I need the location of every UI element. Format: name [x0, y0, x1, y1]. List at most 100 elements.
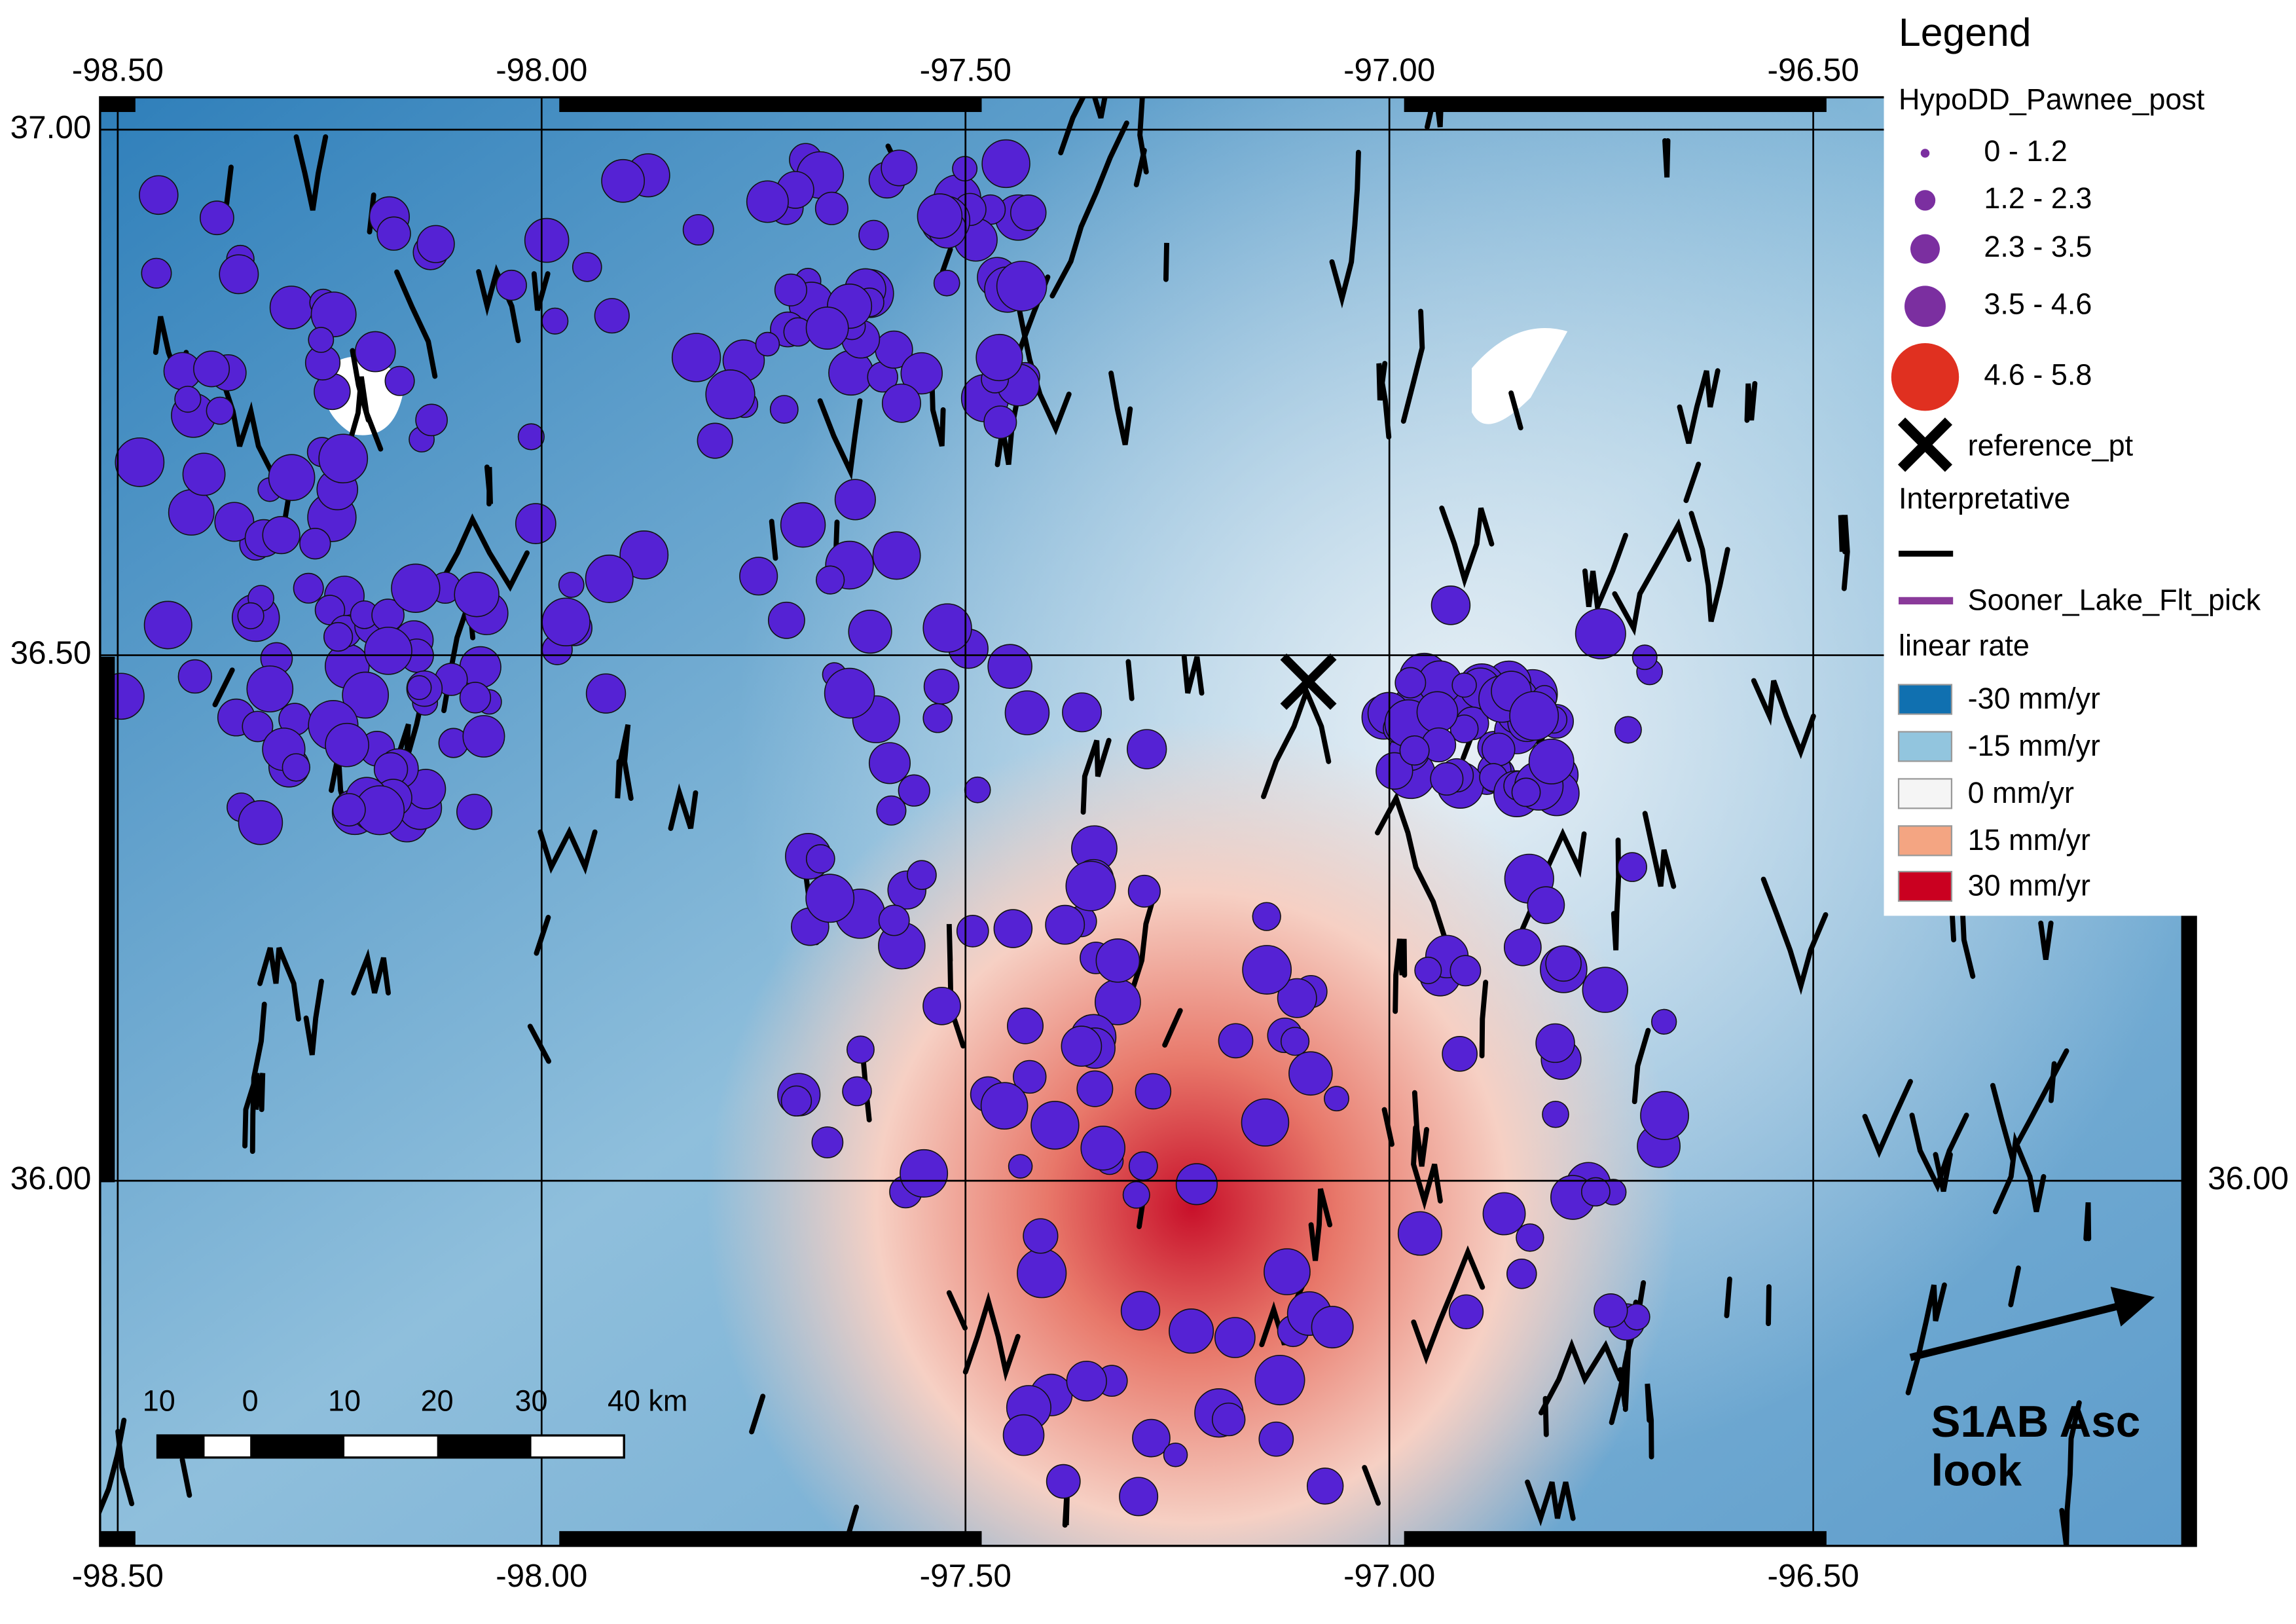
earthquake: [1175, 1163, 1218, 1206]
earthquake: [1045, 904, 1085, 945]
earthquake: [1575, 608, 1626, 659]
scale-label: 40 km: [608, 1384, 687, 1417]
earthquake: [805, 844, 835, 874]
earthquake: [199, 200, 234, 236]
fault: [212, 667, 235, 708]
lon-tick-label: -96.50: [1768, 52, 1859, 88]
legend-item: 0 - 1.2: [1984, 134, 2067, 168]
earthquake: [585, 554, 634, 603]
earthquake: [1414, 956, 1442, 984]
earthquake: [876, 795, 907, 826]
legend-group: Interpretative: [1899, 481, 2070, 515]
lon-tick-label: -98.50: [72, 52, 164, 88]
earthquake: [846, 1035, 875, 1064]
earthquake: [922, 603, 972, 653]
fault: [1049, 120, 1129, 299]
lon-tick-label: -97.50: [920, 1558, 1011, 1594]
scale-label: 10: [143, 1384, 175, 1417]
fault: [1905, 1282, 1947, 1395]
earthquake: [541, 307, 569, 335]
earthquake: [1511, 777, 1541, 807]
earthquake: [1528, 738, 1575, 784]
scale-label: 30: [515, 1384, 548, 1417]
fault: [769, 519, 778, 561]
earthquake: [824, 667, 875, 719]
fault: [1381, 1107, 1394, 1147]
earthquake: [1241, 1098, 1290, 1147]
earthquake: [517, 423, 545, 451]
earthquake: [1394, 667, 1427, 699]
earthquake: [1442, 1036, 1478, 1072]
earthquake: [1509, 691, 1559, 741]
fault: [350, 348, 371, 423]
earthquake: [1640, 1091, 1690, 1140]
earthquake: [848, 610, 892, 654]
fault: [1411, 1245, 1485, 1365]
earthquake: [1065, 860, 1116, 912]
legend-item: 15 mm/yr: [1968, 823, 2090, 857]
legend-item: reference_pt: [1968, 428, 2134, 462]
earthquake: [1066, 1360, 1107, 1402]
fault: [1411, 1125, 1443, 1211]
earthquake: [1311, 1306, 1354, 1349]
earthquake: [237, 602, 264, 629]
fault: [1766, 1284, 1772, 1327]
earthquake: [1545, 945, 1582, 982]
legend-item: 3.5 - 4.6: [1984, 287, 2092, 321]
earthquake: [739, 557, 778, 596]
earthquake: [115, 437, 165, 487]
earthquake: [1430, 762, 1464, 796]
lon-tick-label: -96.50: [1768, 1558, 1859, 1594]
earthquake: [1007, 1007, 1044, 1044]
earthquake: [956, 915, 989, 948]
fault: [962, 1291, 1021, 1382]
legend-item: -15 mm/yr: [1968, 729, 2100, 762]
earthquake: [416, 225, 455, 263]
earthquake: [1013, 1060, 1047, 1094]
fault: [1993, 1132, 2047, 1215]
earthquake: [881, 383, 921, 423]
earthquake: [193, 350, 230, 388]
earthquake: [1516, 1223, 1544, 1252]
earthquake: [1448, 1294, 1484, 1329]
earthquake: [1527, 886, 1565, 925]
fault: [1724, 1276, 1732, 1319]
legend: Legend HypoDD_Pawnee_post 0 - 1.2 1.2 - …: [1884, 0, 2296, 916]
earthquake: [601, 158, 645, 203]
earthquake: [1030, 1101, 1080, 1150]
legend-group: linear rate: [1899, 629, 2030, 662]
lon-tick-label: -98.50: [72, 1558, 164, 1594]
lake: [1472, 328, 1568, 424]
earthquake: [1120, 1291, 1161, 1331]
earthquake: [391, 563, 441, 613]
earthquake: [697, 422, 733, 459]
earthquake: [900, 1149, 949, 1198]
earthquake: [323, 621, 354, 652]
earthquake: [299, 528, 331, 560]
earthquake: [780, 502, 826, 548]
graticule: -98.50 -98.50 -98.00 -98.00 -97.50 -97.50 -97.…: [10, 52, 2289, 1594]
earthquake: [332, 793, 366, 827]
earthquake: [923, 669, 960, 705]
earthquake: [922, 703, 953, 733]
earthquake: [811, 1126, 844, 1158]
fault: [1751, 678, 1816, 760]
lat-tick-label: 36.00: [2208, 1160, 2289, 1196]
fault: [293, 134, 329, 211]
fault: [1631, 1027, 1651, 1105]
earthquake: [987, 644, 1032, 689]
fault: [1062, 1486, 1070, 1528]
earthquake: [206, 396, 234, 425]
earthquake: [1252, 902, 1281, 931]
legend-item: 0 mm/yr: [1968, 776, 2074, 809]
fault: [1163, 242, 1169, 282]
earthquake: [376, 216, 411, 251]
fault: [100, 1417, 127, 1517]
earthquake: [1169, 1308, 1214, 1354]
fault: [394, 269, 438, 379]
earthquake: [1280, 1027, 1310, 1056]
earthquake: [1254, 1354, 1305, 1406]
earthquake: [1288, 1051, 1333, 1096]
earthquake: [878, 904, 910, 936]
